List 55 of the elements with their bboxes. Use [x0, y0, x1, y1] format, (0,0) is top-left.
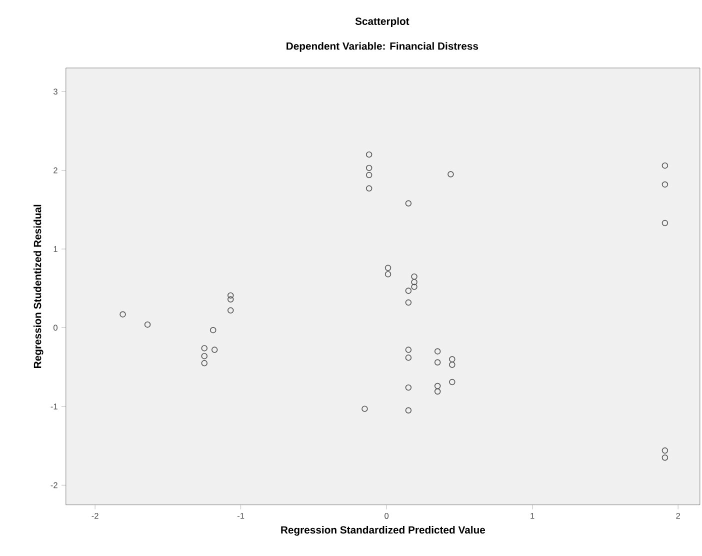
x-tick-label: 0	[384, 512, 389, 519]
y-tick-label: -1	[50, 404, 58, 410]
point	[405, 200, 412, 206]
point	[662, 181, 668, 188]
point	[449, 362, 456, 368]
point	[362, 406, 368, 412]
point	[405, 407, 412, 414]
point	[366, 172, 372, 178]
point	[201, 360, 208, 366]
point	[434, 348, 441, 354]
x-tick-label: 2	[676, 512, 680, 519]
chart-title: Scatterplot	[355, 17, 410, 27]
point	[434, 359, 441, 366]
y-axis-title: Regression Studentized Residual	[34, 204, 44, 368]
point	[201, 352, 208, 360]
y-tick-label: -2	[50, 482, 58, 488]
x-tick-label: -2	[92, 512, 98, 519]
point	[384, 264, 392, 272]
point	[434, 382, 441, 390]
point	[366, 151, 372, 158]
point	[405, 384, 412, 391]
point	[144, 321, 151, 328]
x-tick-label: 1	[530, 512, 534, 519]
point	[366, 185, 372, 192]
point	[384, 271, 392, 278]
y-tick-label: 1	[54, 246, 58, 252]
y-tick-label: 0	[54, 324, 58, 331]
point	[405, 299, 412, 306]
point	[662, 447, 668, 454]
point	[662, 220, 668, 226]
point	[405, 354, 412, 361]
point	[227, 307, 234, 314]
chart-subtitle: Dependent Variable: Financial Distress	[286, 42, 478, 52]
point	[405, 346, 412, 353]
point	[411, 284, 418, 290]
point	[449, 356, 456, 362]
point	[662, 454, 668, 461]
point	[211, 346, 218, 353]
point	[227, 296, 234, 303]
y-tick-label: 2	[54, 167, 58, 174]
point	[120, 311, 126, 318]
y-tick-label: 3	[53, 88, 58, 95]
point	[448, 171, 454, 178]
x-axis-title: Regression Standardized Predicted Value	[281, 526, 486, 536]
point	[662, 162, 668, 169]
point	[411, 278, 418, 286]
point	[405, 288, 412, 294]
point	[434, 388, 441, 395]
point	[201, 345, 208, 352]
x-tick-label: -1	[237, 512, 244, 519]
point	[411, 273, 418, 280]
point	[366, 164, 372, 172]
point	[449, 378, 456, 386]
point	[227, 292, 234, 299]
point	[210, 326, 216, 334]
